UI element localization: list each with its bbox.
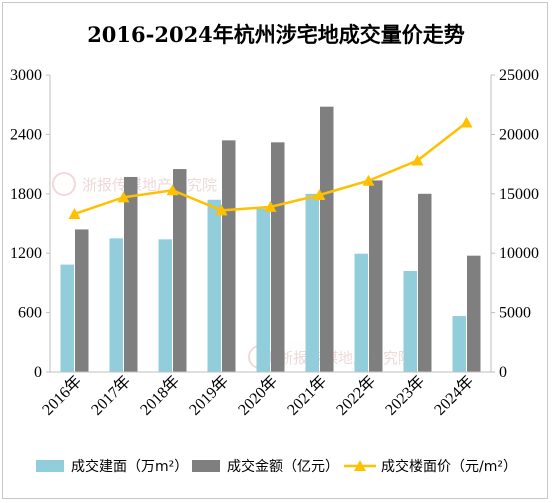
y-left-tick-label: 2400 — [10, 126, 42, 143]
y-left-tick-label: 3000 — [10, 67, 42, 84]
area-bar — [305, 193, 319, 372]
legend-label: 成交金额（亿元） — [227, 458, 339, 475]
y-right-tick-label: 20000 — [499, 126, 539, 143]
area-bar — [207, 199, 221, 372]
price-point-marker — [166, 184, 179, 196]
y-right-tick-label: 0 — [499, 364, 507, 381]
area-bar — [403, 271, 417, 372]
legend-swatch — [192, 460, 220, 472]
amount-bar — [173, 169, 187, 372]
amount-bar — [467, 255, 481, 372]
x-tick-label: 2018年 — [137, 372, 184, 419]
amount-bar — [418, 193, 432, 372]
watermark-text: 浙报传媒地产研究院 — [278, 349, 413, 367]
bars — [60, 106, 481, 373]
amount-bar — [222, 140, 236, 372]
price-point-marker — [215, 204, 228, 216]
price-point-marker — [68, 207, 81, 219]
price-point-marker — [117, 191, 130, 203]
watermark-text: 浙报传媒地产研究院 — [82, 176, 217, 194]
price-point-marker — [362, 174, 375, 186]
amount-bar — [320, 106, 334, 373]
legend-label: 成交楼面价（元/m²） — [381, 458, 517, 475]
x-tick-label: 2020年 — [235, 372, 282, 419]
amount-bar — [75, 229, 89, 372]
y-right-tick-label: 25000 — [499, 67, 539, 84]
area-bar — [354, 253, 368, 372]
x-tick-label: 2022年 — [333, 372, 380, 419]
y-left-tick-label: 1200 — [10, 245, 42, 262]
legend-label: 成交建面（万m²） — [71, 458, 188, 475]
legend-swatch — [36, 460, 64, 472]
amount-bar — [369, 180, 383, 372]
y-left-tick-label: 600 — [18, 305, 42, 322]
y-right-tick-label: 5000 — [499, 305, 531, 322]
area-bar — [109, 238, 123, 372]
area-bar — [60, 264, 74, 372]
area-bar — [256, 208, 270, 372]
amount-bar — [124, 176, 138, 372]
y-left-tick-label: 1800 — [10, 186, 42, 203]
amount-bar — [271, 142, 285, 372]
price-line — [68, 116, 473, 219]
legend-marker — [354, 460, 366, 471]
x-tick-label: 2023年 — [382, 372, 429, 419]
y-right-tick-label: 15000 — [499, 186, 539, 203]
y-right-tick-label: 10000 — [499, 245, 539, 262]
price-point-marker — [411, 154, 424, 166]
x-tick-label: 2021年 — [284, 372, 331, 419]
x-tick-label: 2024年 — [431, 372, 478, 419]
x-tick-label: 2016年 — [39, 372, 86, 419]
x-tick-label: 2019年 — [186, 372, 233, 419]
chart-title: 2016-2024年杭州涉宅地成交量价走势 — [87, 22, 465, 47]
x-tick-label: 2017年 — [88, 372, 135, 419]
y-left-tick-label: 0 — [34, 364, 42, 381]
area-bar — [452, 316, 466, 372]
legend: 成交建面（万m²） 成交金额（亿元） 成交楼面价（元/m²） — [36, 458, 517, 475]
price-point-marker — [264, 200, 277, 212]
area-bar — [158, 239, 172, 372]
price-point-marker — [313, 188, 326, 200]
price-point-marker — [460, 116, 473, 128]
